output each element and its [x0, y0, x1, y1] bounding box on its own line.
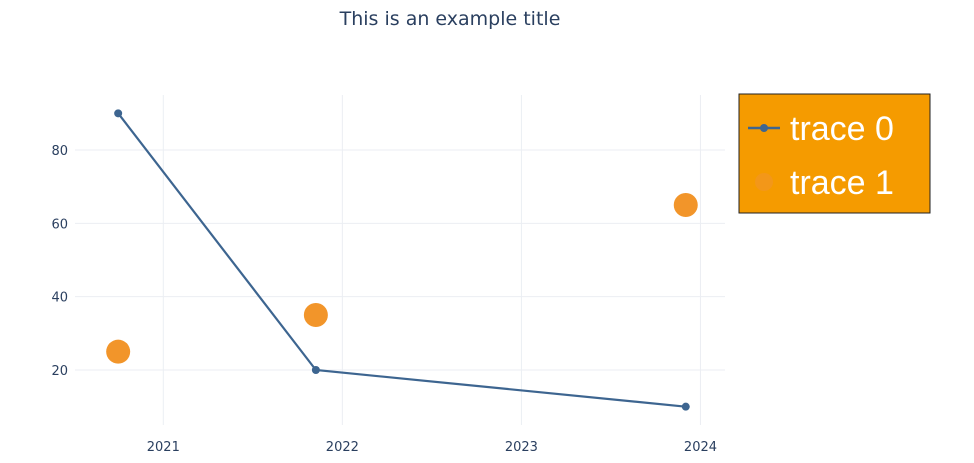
legend[interactable]: trace 0 trace 1 — [738, 93, 931, 214]
y-tick-label: 60 — [51, 217, 68, 232]
data-point[interactable] — [681, 402, 690, 411]
data-point[interactable] — [311, 366, 320, 374]
data-point[interactable] — [673, 193, 698, 217]
data-point[interactable] — [106, 339, 131, 364]
x-tick-label: 2021 — [147, 440, 180, 455]
legend-item[interactable]: trace 0 — [748, 110, 894, 148]
x-tick-label: 2023 — [505, 440, 538, 455]
x-tick-label: 2022 — [326, 440, 359, 455]
y-tick-label: 40 — [51, 291, 68, 306]
legend-label: trace 0 — [790, 110, 894, 148]
y-tick-label: 80 — [51, 144, 68, 159]
x-tick-label: 2024 — [684, 440, 717, 455]
series-trace-1 — [106, 193, 698, 364]
legend-box — [738, 93, 931, 214]
series-layer — [106, 109, 698, 411]
grid-lines — [75, 95, 725, 425]
legend-label: trace 1 — [790, 164, 894, 202]
series-trace-0 — [114, 109, 690, 411]
y-tick-label: 20 — [51, 364, 68, 379]
legend-marker-icon — [755, 173, 773, 191]
data-point[interactable] — [114, 109, 123, 118]
legend-item[interactable]: trace 1 — [755, 164, 894, 202]
legend-marker-icon — [760, 124, 768, 132]
data-point[interactable] — [303, 303, 328, 327]
series-line — [117, 112, 686, 408]
chart-title: This is an example title — [339, 8, 561, 30]
axis-ticks: 2021 2022 2023 2024 20 40 60 80 — [51, 144, 717, 455]
